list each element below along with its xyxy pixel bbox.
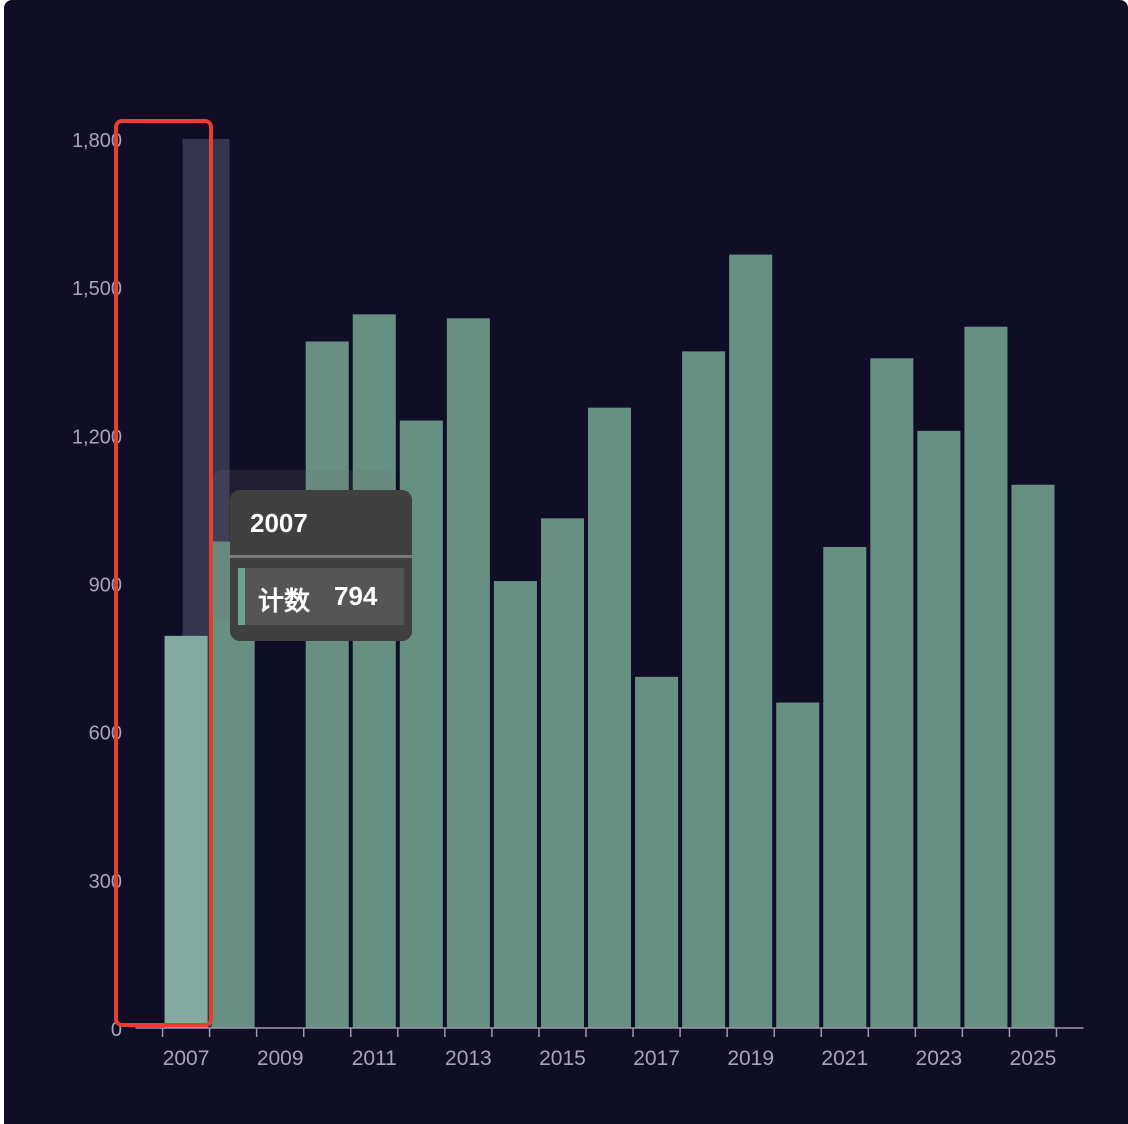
y-tick-label-1200: 1,200 [72,426,122,448]
y-tick-label-1800: 1,800 [72,130,122,152]
tooltip-divider [230,555,412,558]
bar-2011 [352,314,396,1028]
x-tick-label-2019: 2019 [727,1047,774,1070]
tooltip-series-swatch [238,568,245,625]
bar-2023 [917,430,961,1029]
bar-2017 [635,676,679,1028]
bar-2020 [776,702,820,1028]
bar-2015 [540,518,584,1028]
tooltip-row: 计数 794 [238,568,404,625]
bar-2019 [729,254,773,1028]
y-tick-label-0: 0 [111,1019,122,1041]
bar-2013 [446,318,490,1028]
x-tick-label-2023: 2023 [916,1047,963,1070]
bar-2018 [682,351,726,1029]
bar-2007 [164,635,208,1028]
x-tick-label-2009: 2009 [257,1047,304,1070]
bar-chart: 2007 2009 2011 2013 2015 2017 2019 2021 2023 2025… [72,130,1084,1070]
bar-2025 [1011,484,1055,1028]
x-tick-label-2017: 2017 [633,1047,680,1070]
tooltip-series-value: 794 [334,581,378,611]
tooltip: 2007 计数 794 [230,490,412,641]
x-tick-label-2007: 2007 [163,1047,210,1070]
bar-2014 [493,581,537,1028]
y-tick-label-600: 600 [89,723,122,745]
tooltip-series-label: 计数 [258,586,311,616]
bar-2016 [588,407,632,1029]
highlight-box [114,119,213,1027]
chart-panel: 2007 2009 2011 2013 2015 2017 2019 2021 2023 2025… [4,0,1128,1124]
y-tick-label-900: 900 [89,575,122,597]
y-tick-label-1500: 1,500 [72,278,122,300]
bar-2021 [823,546,867,1028]
bar-2024 [964,326,1008,1029]
x-tick-label-2013: 2013 [445,1047,492,1070]
x-tick-label-2025: 2025 [1010,1047,1057,1070]
x-tick-label-2011: 2011 [352,1047,397,1070]
y-tick-label-300: 300 [89,871,122,893]
x-tick-label-2021: 2021 [821,1047,868,1070]
bar-2022 [870,358,914,1029]
tooltip-title: 2007 [250,508,308,538]
x-tick-label-2015: 2015 [539,1047,586,1070]
bar-2010 [305,341,349,1028]
